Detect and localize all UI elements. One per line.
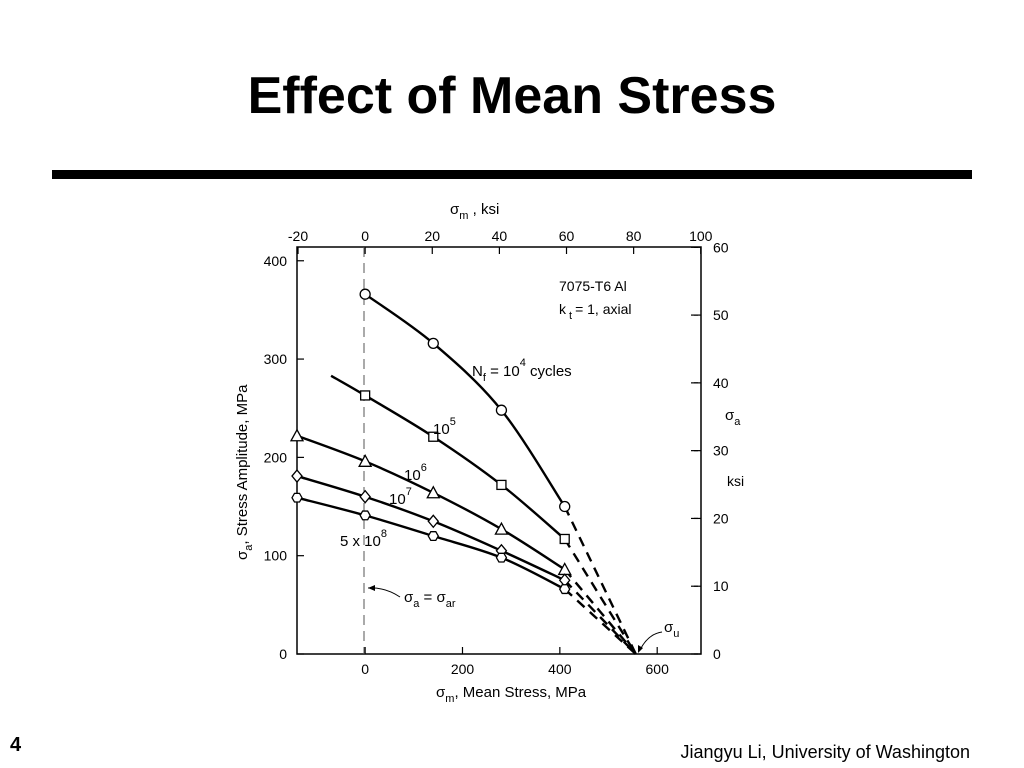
series-extension-1 bbox=[563, 538, 637, 655]
y-right-tick-label: 50 bbox=[713, 307, 729, 323]
y-right-tick-label: 40 bbox=[713, 375, 729, 391]
axis-ticks: 0 200 400 600 -20 0 20 40 60 80 100 0 100 200 300 400 0 1… bbox=[264, 228, 729, 677]
sigma-u-arrow bbox=[639, 631, 663, 651]
diamond-marker bbox=[427, 514, 440, 529]
series-label-1e4: Nf = 104 cycles bbox=[472, 357, 572, 384]
triangle-marker bbox=[358, 453, 373, 467]
triangle-marker bbox=[494, 521, 509, 535]
series-extension-3 bbox=[563, 579, 637, 655]
series-curves bbox=[296, 293, 637, 655]
x-top-tick-label: 60 bbox=[559, 228, 575, 244]
series-label-1e5: 105 bbox=[433, 416, 456, 438]
series-line-0 bbox=[364, 293, 566, 508]
circle-marker bbox=[559, 500, 571, 513]
square-marker bbox=[496, 479, 507, 491]
footer-credit: Jiangyu Li, University of Washington bbox=[680, 742, 970, 762]
circle-marker bbox=[359, 288, 371, 300]
series-label-1e6: 106 bbox=[404, 462, 427, 484]
x-bottom-axis-label: σm, Mean Stress, MPa bbox=[436, 684, 587, 705]
sigma-ar-label: σa = σar bbox=[404, 589, 456, 610]
x-top-tick-label: 0 bbox=[361, 228, 369, 244]
y-left-tick-label: 100 bbox=[264, 548, 288, 564]
material-label: 7075-T6 Al bbox=[559, 278, 627, 294]
series-label-1e7: 107 bbox=[389, 486, 412, 508]
hexagon-marker bbox=[558, 584, 571, 595]
y-left-tick-label: 200 bbox=[264, 449, 288, 465]
circle-marker bbox=[495, 404, 508, 416]
plot-frame bbox=[296, 246, 702, 655]
y-right-tick-label: 30 bbox=[713, 443, 729, 459]
y-right-axis-label: σa bbox=[725, 407, 741, 428]
diamond-marker bbox=[359, 489, 371, 504]
square-marker bbox=[428, 431, 439, 442]
sigma-u-label: σu bbox=[664, 619, 679, 640]
x-top-tick-label: 40 bbox=[492, 228, 508, 244]
x-top-axis-label: σm , ksi bbox=[450, 201, 499, 222]
x-bottom-tick-label: 600 bbox=[646, 661, 670, 677]
title-divider bbox=[52, 170, 972, 179]
hexagon-marker bbox=[427, 531, 440, 542]
circle-marker bbox=[427, 337, 439, 349]
series-extension-4 bbox=[563, 588, 637, 655]
hexagon-marker bbox=[495, 552, 508, 563]
hexagon-marker bbox=[359, 510, 371, 521]
x-bottom-tick-label: 400 bbox=[548, 661, 572, 677]
y-right-tick-label: 60 bbox=[713, 239, 729, 255]
y-right-tick-label: 0 bbox=[713, 646, 721, 662]
x-top-tick-label: 80 bbox=[626, 228, 642, 244]
x-top-tick-label: -20 bbox=[288, 228, 308, 244]
series-label-5e8: 5 x 108 bbox=[340, 528, 387, 550]
x-bottom-tick-label: 0 bbox=[361, 661, 369, 677]
y-left-tick-label: 400 bbox=[264, 253, 288, 269]
x-top-tick-label: 100 bbox=[689, 228, 713, 244]
y-right-axis-unit: ksi bbox=[727, 473, 744, 489]
x-bottom-tick-label: 200 bbox=[451, 661, 475, 677]
triangle-marker bbox=[289, 428, 305, 442]
y-left-axis-label: σa, Stress Amplitude, MPa bbox=[234, 384, 255, 560]
hexagon-marker bbox=[291, 492, 303, 503]
y-left-tick-label: 300 bbox=[264, 351, 288, 367]
sigma-ar-arrowhead bbox=[368, 585, 375, 591]
y-right-tick-label: 10 bbox=[713, 578, 729, 594]
x-top-tick-label: 20 bbox=[424, 228, 440, 244]
y-left-tick-label: 0 bbox=[279, 646, 287, 662]
series-markers bbox=[289, 288, 572, 595]
triangle-marker bbox=[557, 562, 572, 576]
y-right-tick-label: 20 bbox=[713, 510, 729, 526]
condition-label: k t = 1, axial bbox=[559, 301, 632, 322]
diamond-marker bbox=[291, 469, 303, 484]
triangle-marker bbox=[426, 485, 441, 499]
slide-number: 4 bbox=[10, 734, 22, 756]
sigma-u-arrowhead bbox=[638, 645, 643, 653]
series-extension-0 bbox=[563, 506, 637, 655]
slide-title: Effect of Mean Stress bbox=[247, 67, 777, 125]
square-marker bbox=[359, 390, 371, 401]
square-marker bbox=[559, 533, 570, 545]
